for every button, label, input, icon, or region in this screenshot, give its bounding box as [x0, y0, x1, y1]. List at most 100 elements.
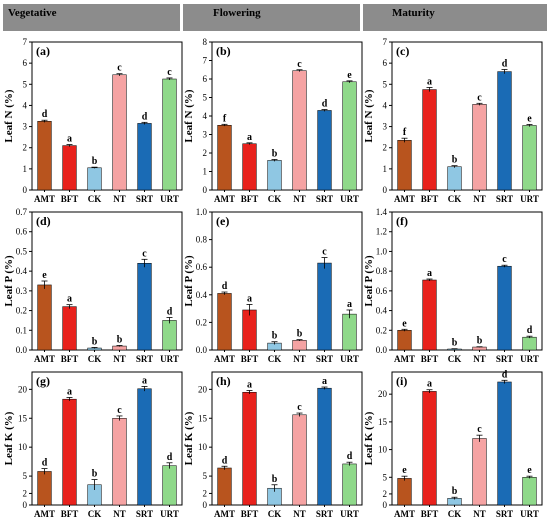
x-tick-label: BFT — [421, 194, 439, 204]
y-tick-label: 2 — [383, 143, 388, 153]
significance-letter: c — [322, 247, 327, 258]
y-tick-label: 0 — [383, 500, 388, 510]
plot-frame — [211, 41, 363, 191]
y-tick-label: 2 — [203, 488, 208, 498]
y-axis-label: Leaf K (%) — [363, 411, 375, 465]
y-tick-label: 0 — [383, 185, 388, 195]
bar-amt — [397, 478, 412, 506]
bar-urt — [522, 336, 537, 351]
significance-letter: c — [142, 248, 147, 259]
x-tick-label: AMT — [34, 509, 55, 519]
significance-letter: b — [117, 334, 123, 345]
header-vegetative-bg — [3, 4, 180, 31]
y-axis-label: Leaf N (%) — [363, 89, 375, 142]
significance-letter: a — [67, 294, 72, 305]
significance-letter: d — [322, 99, 328, 110]
significance-letter: d — [222, 455, 228, 466]
plot-frame — [31, 41, 183, 191]
panel-f: 0.0 0.2 0.4 0.6 0.8 1.0 1.2 1.4 Leaf P (%) (f) e AM… — [363, 207, 543, 364]
x-tick-label: CK — [88, 509, 102, 519]
x-tick-label: NT — [293, 509, 306, 519]
bar-bft — [242, 143, 257, 191]
significance-letter: d — [167, 452, 173, 463]
panel-label: (h) — [216, 374, 231, 388]
bar-srt — [497, 381, 512, 506]
x-tick-label: URT — [160, 354, 179, 364]
bar-srt — [137, 123, 152, 191]
y-tick-label: 0.8 — [376, 266, 388, 276]
bar-nt — [112, 418, 127, 506]
x-tick-label: NT — [473, 194, 486, 204]
panel-g: 0 2 5 10 15 20 Leaf K (%) (g) d AMT a BFT b CK c NT a SRT… — [3, 371, 183, 519]
y-axis-label: Leaf N (%) — [3, 89, 15, 142]
significance-letter: a — [427, 268, 432, 279]
y-axis-label: Leaf P (%) — [183, 255, 195, 307]
x-tick-label: AMT — [394, 194, 415, 204]
y-tick-label: 1 — [23, 164, 28, 174]
x-tick-label: BFT — [421, 509, 439, 519]
header-flowering-text: Flowering — [213, 7, 261, 19]
y-tick-label: 2 — [383, 489, 388, 499]
panel-a: 0 1 2 3 4 5 6 7 Leaf N (%) (a) d AMT a BFT b CK c NT d SRT c… — [3, 37, 183, 204]
bar-nt — [472, 346, 487, 351]
x-tick-label: SRT — [136, 194, 153, 204]
x-tick-label: SRT — [496, 354, 513, 364]
y-axis-label: Leaf K (%) — [183, 411, 195, 465]
y-tick-label: 1.0 — [376, 246, 388, 256]
bar-urt — [522, 125, 537, 191]
bar-amt — [37, 471, 52, 506]
y-tick-label: 20 — [18, 384, 28, 394]
x-tick-label: CK — [448, 354, 462, 364]
x-tick-label: BFT — [61, 509, 79, 519]
significance-letter: c — [297, 402, 302, 413]
significance-letter: b — [272, 331, 278, 342]
x-tick-label: AMT — [34, 354, 55, 364]
significance-letter: b — [92, 469, 98, 480]
significance-letter: c — [477, 92, 482, 103]
y-tick-label: 0.0 — [376, 345, 388, 355]
significance-letter: b — [92, 156, 98, 167]
significance-letter: e — [42, 270, 47, 281]
significance-letter: e — [527, 465, 532, 476]
header-maturity: Maturity — [363, 4, 547, 31]
bar-nt — [472, 104, 487, 191]
panel-label: (g) — [36, 374, 50, 388]
bar-bft — [62, 306, 77, 351]
bar-urt — [342, 463, 357, 506]
panel-label: (b) — [216, 44, 231, 58]
significance-letter: a — [427, 379, 432, 390]
y-tick-label: 0.2 — [196, 317, 207, 327]
significance-letter: a — [427, 76, 432, 87]
y-tick-label: 0.5 — [16, 246, 28, 256]
panel-c: 0 1 2 3 4 5 6 7 Leaf N (%) (c) f AMT a BFT b CK c NT d SRT e… — [363, 37, 543, 204]
bar-srt — [137, 263, 152, 351]
header-vegetative: Vegetative — [3, 4, 180, 31]
bar-bft — [422, 391, 437, 506]
significance-letter: e — [402, 465, 407, 476]
bar-amt — [37, 284, 52, 351]
x-tick-label: URT — [520, 194, 539, 204]
panel-label: (c) — [396, 44, 409, 58]
y-tick-label: 15 — [378, 417, 388, 427]
x-tick-label: CK — [448, 194, 462, 204]
bar-amt — [217, 293, 232, 351]
panel-h: 0 2 5 10 15 20 Leaf K (%) (h) d AMT a BFT b CK c NT a SRT… — [183, 371, 363, 519]
significance-letter: d — [347, 451, 353, 462]
panel-e: 0.0 0.2 0.4 0.6 0.8 1.0 Leaf P (%) (e) d AMT a BFT b… — [183, 207, 363, 364]
panel-label: (e) — [216, 214, 229, 228]
y-tick-label: 0.1 — [16, 325, 27, 335]
y-tick-label: 3 — [203, 130, 208, 140]
x-tick-label: SRT — [496, 194, 513, 204]
x-tick-label: CK — [88, 354, 102, 364]
y-tick-label: 4 — [203, 111, 208, 121]
bar-bft — [62, 145, 77, 191]
y-axis-label: Leaf P (%) — [3, 255, 15, 307]
y-tick-label: 6 — [383, 58, 388, 68]
y-tick-label: 4 — [23, 100, 28, 110]
x-tick-label: BFT — [241, 354, 259, 364]
y-tick-label: 0.8 — [196, 235, 208, 245]
x-tick-label: SRT — [136, 354, 153, 364]
y-tick-label: 1.0 — [196, 207, 208, 217]
y-tick-label: 15 — [18, 413, 28, 423]
